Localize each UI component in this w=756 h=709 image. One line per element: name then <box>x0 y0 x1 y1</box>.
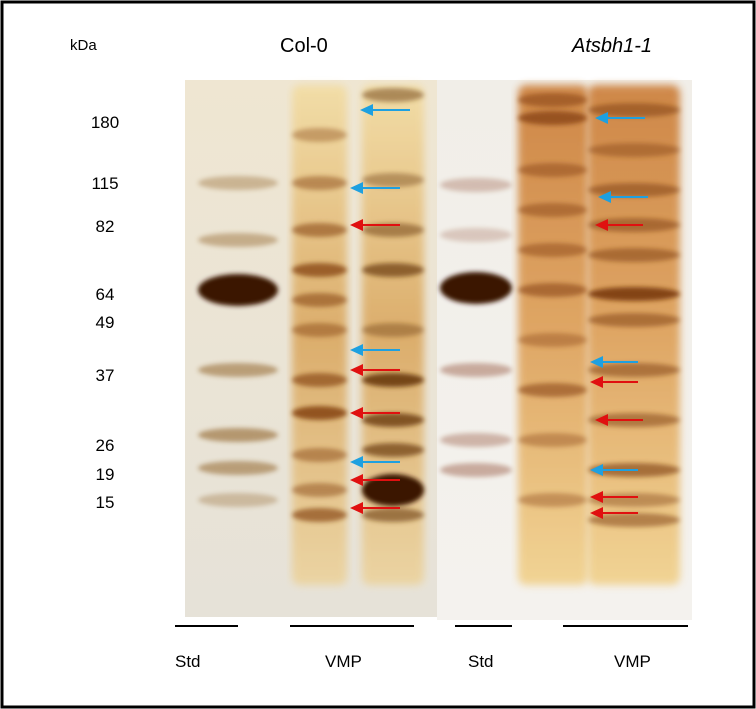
gel-band <box>362 263 424 277</box>
gel-band <box>198 363 278 377</box>
gel-band <box>292 223 347 237</box>
gel-band <box>518 383 588 397</box>
arrows <box>350 104 648 519</box>
gel-band <box>440 363 512 377</box>
gel-band <box>198 176 278 190</box>
gel-band <box>440 272 512 304</box>
gel-band <box>362 173 424 187</box>
gel-band <box>518 493 588 507</box>
gel-band <box>362 373 424 387</box>
arrow-head <box>350 182 363 194</box>
gel-band <box>362 474 424 506</box>
gel-band <box>518 243 588 257</box>
gel-band <box>518 333 588 347</box>
gel-band <box>292 293 347 307</box>
arrow-head <box>590 507 603 519</box>
gel-band <box>518 93 588 107</box>
marker-label: 37 <box>96 366 115 385</box>
marker-label: 64 <box>96 285 115 304</box>
arrow-head <box>350 407 363 419</box>
arrow-head <box>350 219 363 231</box>
lane-label: Std <box>468 652 494 671</box>
gel-band <box>588 103 680 117</box>
lane-label: Std <box>175 652 201 671</box>
gel-band <box>362 323 424 337</box>
gel-band <box>198 428 278 442</box>
lane-label: VMP <box>614 652 651 671</box>
gel-band <box>518 283 588 297</box>
gel-band <box>362 223 424 237</box>
gel-band <box>588 363 680 377</box>
marker-label: 49 <box>96 313 115 332</box>
gel-band <box>198 233 278 247</box>
unit-label: kDa <box>70 37 97 54</box>
sample-label: Atsbh1-1 <box>571 35 652 57</box>
arrow-head <box>350 344 363 356</box>
gel-band <box>198 461 278 475</box>
arrow-head <box>350 456 363 468</box>
marker-label: 26 <box>96 436 115 455</box>
arrow-head <box>590 376 603 388</box>
gel-lane <box>588 85 680 585</box>
arrow-head <box>350 474 363 486</box>
gel-band <box>292 448 347 462</box>
gel-band <box>588 183 680 197</box>
arrow-head <box>590 464 603 476</box>
gel-band <box>198 274 278 306</box>
gel-band <box>588 287 680 301</box>
gel-band <box>198 493 278 507</box>
lane-label: VMP <box>325 652 362 671</box>
marker-label: 19 <box>96 465 115 484</box>
gel-band <box>292 483 347 497</box>
gel-band <box>440 463 512 477</box>
gel-band <box>292 373 347 387</box>
gel-band <box>362 443 424 457</box>
arrow-head <box>595 219 608 231</box>
marker-label: 180 <box>91 113 119 132</box>
lanes <box>198 85 680 585</box>
arrow-head <box>350 364 363 376</box>
gel-band <box>588 313 680 327</box>
gel-band <box>292 176 347 190</box>
arrow-head <box>595 414 608 426</box>
gel-band <box>292 323 347 337</box>
marker-labels: 180 115 82 64 49 37 26 19 15 <box>91 113 119 512</box>
gel-band <box>440 228 512 242</box>
marker-label: 115 <box>91 174 118 193</box>
gel-band <box>588 248 680 262</box>
gel-band <box>588 143 680 157</box>
gel-band <box>440 433 512 447</box>
gel-band <box>518 111 588 125</box>
sample-label: Col-0 <box>280 35 328 57</box>
gel-band <box>518 203 588 217</box>
gel-band <box>518 433 588 447</box>
gel-band <box>518 163 588 177</box>
gel-band <box>588 513 680 527</box>
marker-label: 15 <box>96 493 115 512</box>
gel-band <box>362 508 424 522</box>
arrow-head <box>595 112 608 124</box>
gel-band <box>362 413 424 427</box>
arrow-head <box>590 356 603 368</box>
gel-band <box>362 88 424 102</box>
gel-band <box>292 128 347 142</box>
gel-band <box>292 508 347 522</box>
arrow-head <box>590 491 603 503</box>
gel-band <box>292 263 347 277</box>
marker-label: 82 <box>96 217 115 236</box>
gel-band <box>440 178 512 192</box>
arrow-head <box>598 191 611 203</box>
arrow-head <box>350 502 363 514</box>
arrow-head <box>360 104 373 116</box>
gel-band <box>292 406 347 420</box>
